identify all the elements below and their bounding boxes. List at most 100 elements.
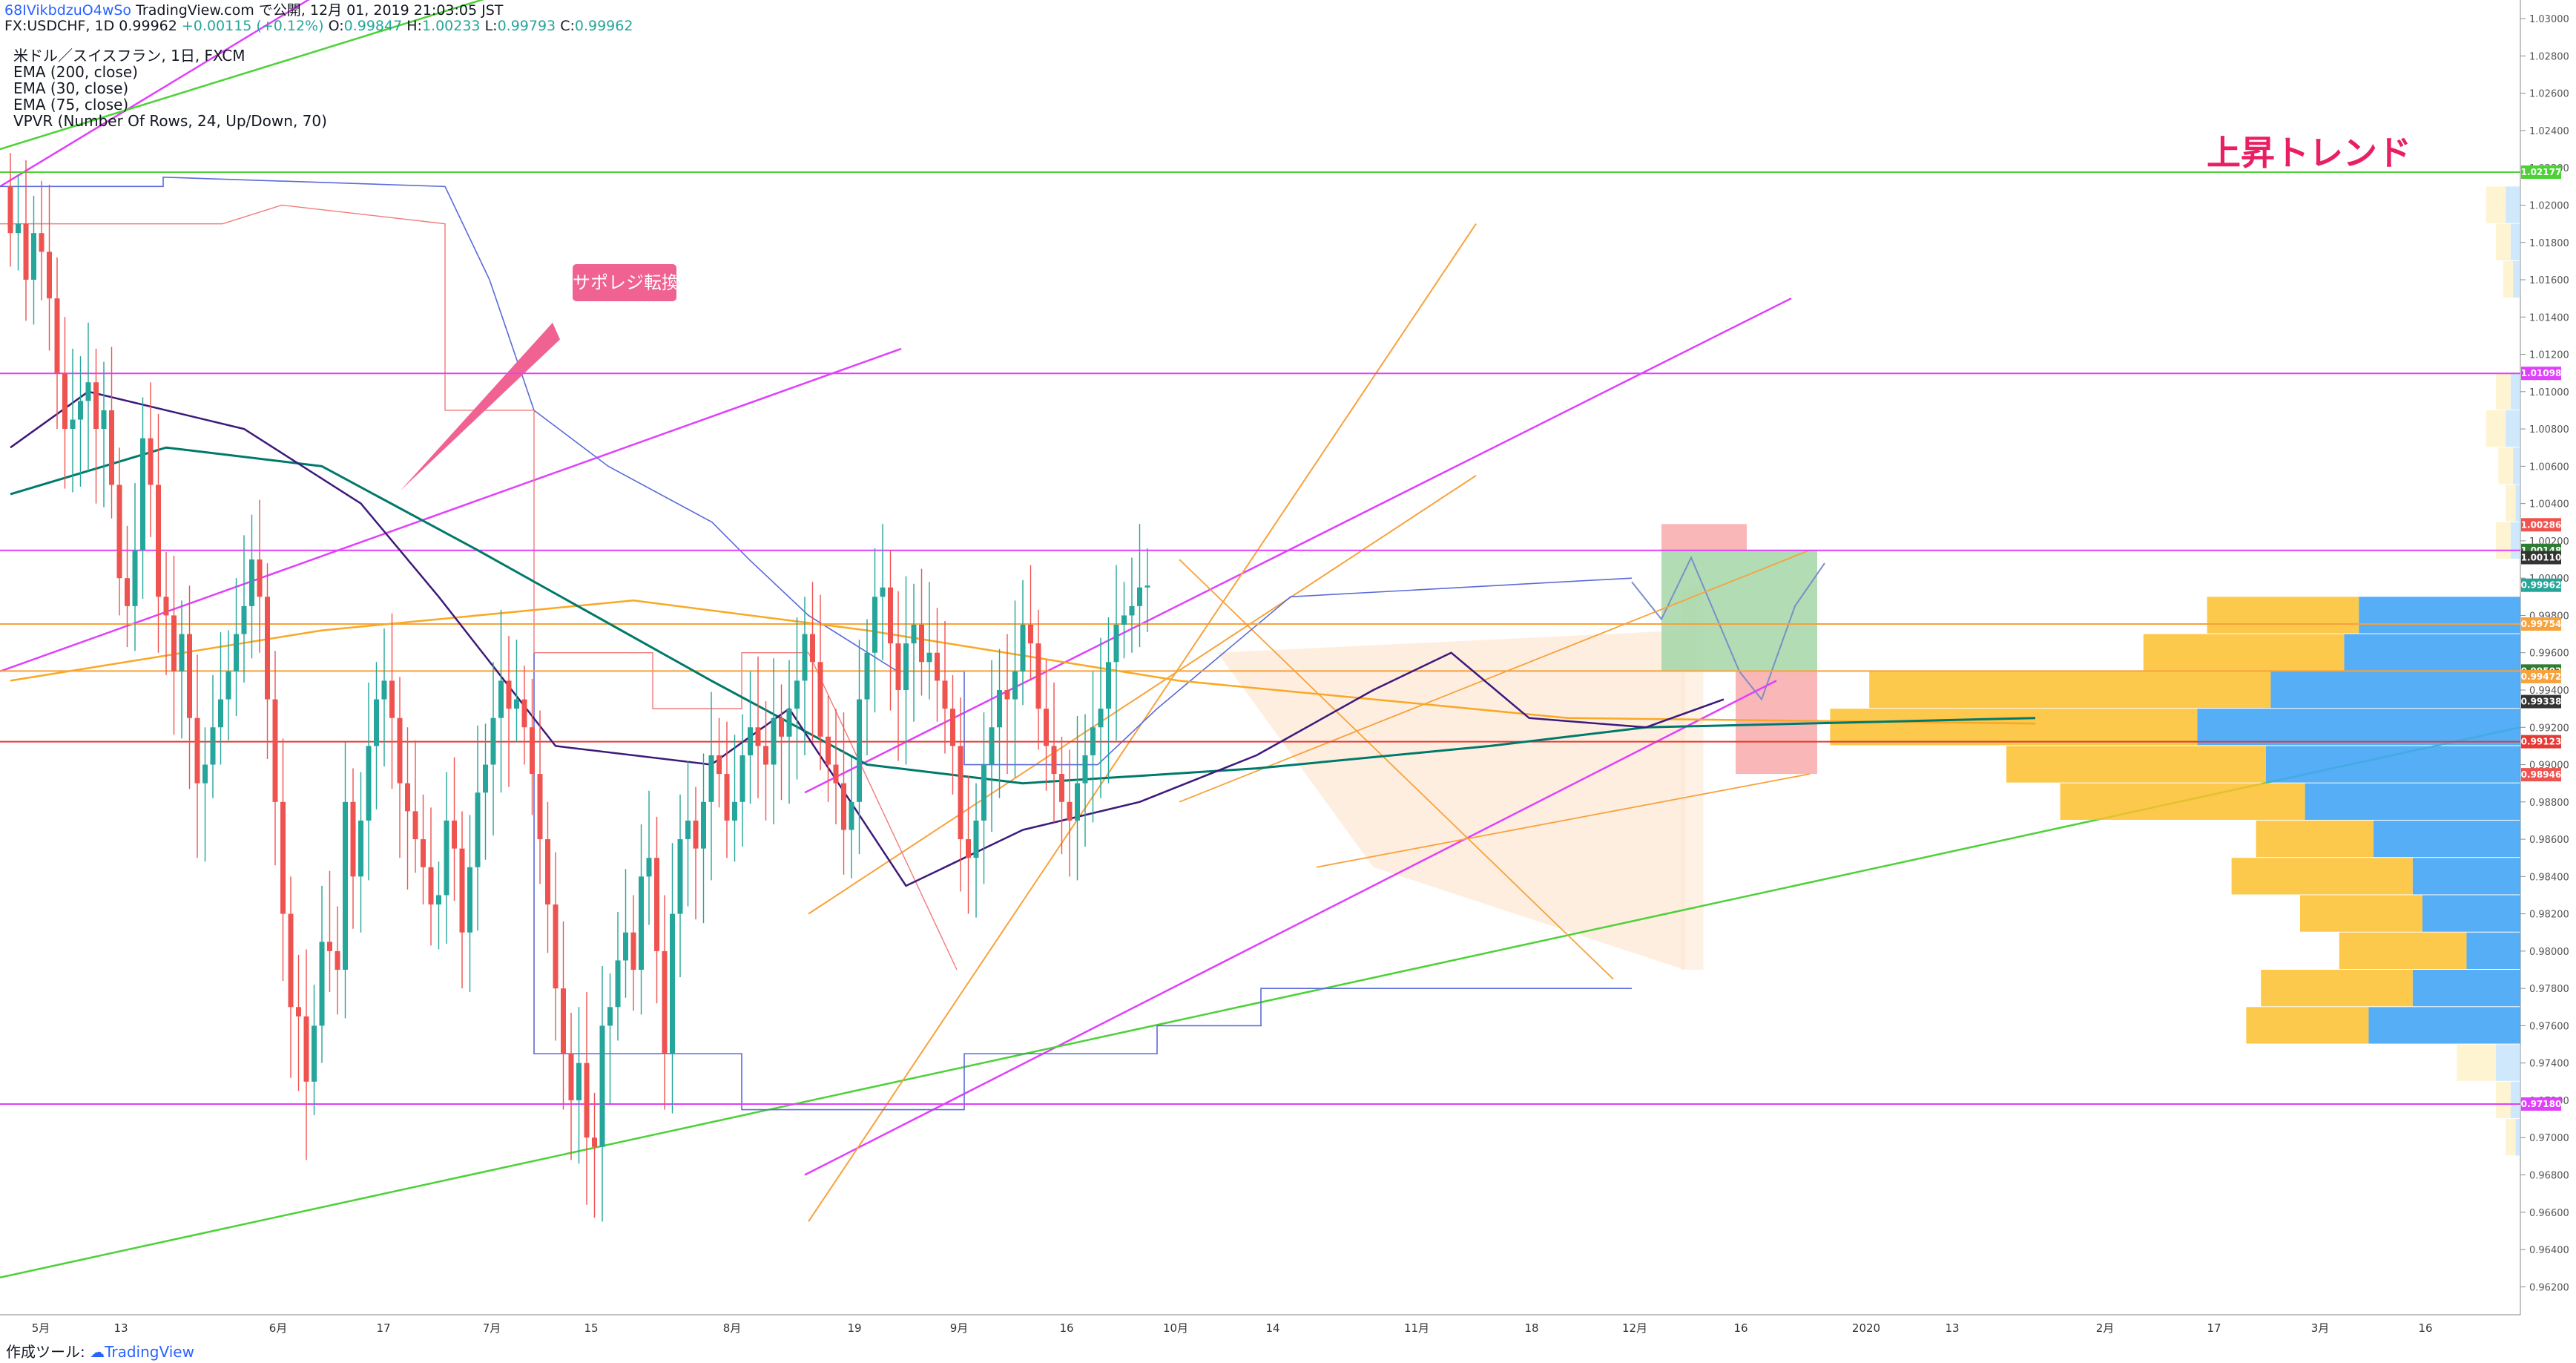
price-label-text: 0.99123 [2521,737,2562,747]
candle-down [265,597,270,700]
candle-up [997,689,1002,728]
candle-down [1067,801,1073,821]
candle-up [607,1007,613,1026]
candle-up [179,634,185,671]
time-tick-label: 17 [376,1321,390,1335]
indicator-legend-symbol[interactable]: 米ドル／スイスフラン, 1日, FXCM [13,47,246,65]
candle-down [116,485,122,579]
time-tick-label: 6月 [269,1321,288,1335]
candle-down [62,372,67,430]
stop-zone-top [1661,524,1747,551]
candlesticks [7,153,1150,1222]
vpvr-down-bar [2506,186,2520,223]
candle-up [241,605,247,634]
candle-down [452,820,457,849]
candle-up [436,895,441,905]
candle-down [561,988,566,1054]
price-tick-label: 0.97800 [2529,984,2569,995]
vpvr-up-bar [2503,260,2514,298]
candle-down [39,233,45,252]
candle-down [412,811,418,840]
candle-up [685,820,691,840]
vpvr-up-bar [2231,858,2413,895]
price-label-tag [2521,518,2561,532]
vpvr-down-bar [2359,597,2520,634]
indicator-legend-ema75[interactable]: EMA (75, close) [13,96,129,114]
candle-up [872,597,877,653]
vpvr-up-bar [2256,820,2374,858]
price-axis[interactable] [2520,0,2576,1315]
indicator-legend-ema30[interactable]: EMA (30, close) [13,79,129,97]
candle-down [817,662,823,737]
target-zone [1661,550,1817,671]
indicator-legend-ema200[interactable]: EMA (200, close) [13,63,138,81]
candle-down [194,717,200,784]
price-tick-label: 0.97400 [2529,1059,2569,1070]
candle-up [467,867,472,933]
symbol-info: FX:USDCHF, 1D 0.99962 [4,18,177,34]
candle-up [981,764,986,821]
time-tick-label: 13 [113,1321,128,1335]
price-tick-label: 1.03000 [2529,14,2569,25]
candle-up [366,746,372,821]
candle-up [31,233,36,280]
candle-up [85,382,91,401]
time-tick-label: 14 [1265,1321,1279,1335]
price-tick-label: 0.98000 [2529,947,2569,958]
candle-up [739,755,745,802]
vpvr-down-bar [2510,522,2520,559]
candle-down [568,1054,574,1100]
orange-channel-3 [1179,549,1811,803]
vpvr-down-bar [2515,485,2520,522]
candle-up [218,699,223,728]
vpvr-down-bar [2510,223,2520,260]
ohlc-h-label: H: [406,18,422,34]
candle-down [630,932,636,970]
candle-down [7,186,13,234]
time-tick-label: 13 [1945,1321,1959,1335]
candle-down [459,848,465,933]
author-name[interactable]: 68IVikbdzuO4wSo [4,2,132,19]
candle-up [1020,625,1026,671]
candle-up [771,717,777,765]
candle-up [748,727,753,755]
candle-up [343,801,348,970]
price-label-text: 1.00110 [2521,553,2562,563]
candle-down [163,597,169,616]
candle-down [421,839,426,867]
candle-down [405,783,410,812]
candle-down [171,615,177,671]
time-axis[interactable] [0,1315,2520,1337]
vpvr-up-bar [1830,709,2198,746]
vpvr-up-bar [2496,223,2511,260]
candle-up [1121,615,1127,625]
price-tick-label: 1.02000 [2529,200,2569,211]
callout-annotation[interactable]: サポレジ転換 [573,264,679,301]
candle-down [187,634,192,718]
price-label-tag [2521,768,2561,782]
vpvr-up-bar [2143,634,2345,671]
price-tick-label: 0.99200 [2529,723,2569,734]
price-label-text: 0.99338 [2521,697,2562,707]
drawing-layer [0,0,2521,1278]
candle-down [303,1016,309,1082]
volume-profile [1830,186,2520,1156]
price-tick-label: 1.00800 [2529,424,2569,436]
vpvr-up-bar [2506,1119,2516,1156]
orange-channel-2 [808,475,1477,915]
candle-down [288,913,294,1008]
time-ticks: 5月 13 6月 17 7月 15 8月 19 9月 16 10月 14 11月 18 12月 16 2020 1… [32,1321,2433,1335]
footer-brand[interactable]: TradingView [105,1343,194,1361]
price-change: +0.00115 (+0.12%) [181,18,324,34]
vpvr-down-bar [2513,447,2520,485]
price-tick-label: 0.98600 [2529,835,2569,846]
candle-down [724,774,730,821]
price-tick-label: 0.96600 [2529,1208,2569,1219]
candle-down [755,727,761,746]
trend-annotation[interactable]: 上昇トレンド [2207,133,2411,173]
indicator-legend-vpvr[interactable]: VPVR (Number Of Rows, 24, Up/Down, 70) [13,112,327,130]
price-label-text: 1.00286 [2521,519,2562,530]
candle-down [966,839,971,858]
candle-down [257,559,263,597]
